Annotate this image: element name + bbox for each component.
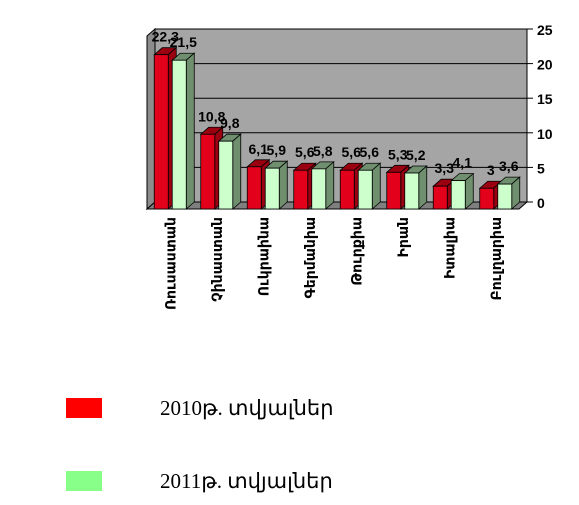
bar [404, 172, 420, 210]
bar-side [232, 133, 242, 210]
data-label: 21,5 [170, 34, 197, 50]
bar [432, 185, 448, 210]
data-label: 3,6 [499, 158, 519, 174]
bar [218, 140, 234, 210]
data-label: 5,6 [360, 144, 380, 160]
data-label: 3 [487, 162, 495, 178]
bar [293, 169, 309, 210]
y-tick-label: 20 [537, 57, 553, 73]
bar-side [418, 165, 428, 210]
legend-swatch-2011 [66, 471, 102, 491]
data-label: 5,3 [388, 146, 408, 162]
value-axis: 0 5 10 15 20 25 [526, 22, 553, 211]
bar [246, 166, 262, 210]
side-wall [146, 27, 156, 211]
legend-item-2011: 2011թ. տվյալներ [66, 469, 333, 493]
bar [264, 167, 280, 210]
category-labels: Ռուսաստան Չինաստան Ուկրաինա Գերմանիա Թուրքիա… [163, 217, 505, 310]
data-label: 5,6 [295, 144, 315, 160]
category-label: Իտալիա [442, 217, 458, 279]
data-label: 3,3 [435, 160, 455, 176]
legend-swatch-2010 [66, 398, 102, 418]
data-label: 5,8 [313, 143, 333, 159]
bar [311, 168, 327, 210]
data-label: 5,9 [267, 142, 287, 158]
data-label: 22,3 [152, 29, 179, 45]
data-label: 5,6 [342, 144, 362, 160]
chart-back-wall [145, 27, 529, 211]
y-tick-label: 10 [537, 126, 553, 142]
data-label: 4,1 [453, 155, 473, 171]
category-label: Ուկրաինա [256, 217, 272, 296]
legend-label-2011: 2011թ. տվյալներ [160, 468, 333, 493]
y-tick-label: 0 [537, 195, 545, 211]
bar-side [325, 160, 335, 210]
y-tick-label: 15 [537, 91, 553, 107]
legend-item-2010: 2010թ. տվյալներ [66, 396, 334, 420]
bar-side [371, 162, 381, 210]
category-label: Գերմանիա [303, 217, 319, 298]
data-labels: 22,321,510,89,86,15,9 5,65,8 5,65,6 5,35,23… [152, 29, 519, 179]
y-tick-label: 5 [537, 160, 545, 176]
category-label: Ռուսաստան [163, 217, 179, 310]
bar [497, 183, 513, 210]
category-label: Բուլղարիա [489, 217, 505, 301]
gridlines [155, 28, 527, 168]
y-tick-label: 25 [537, 22, 553, 38]
data-label: 9,8 [220, 115, 240, 131]
bar-side [185, 52, 195, 210]
category-label: Իրան [396, 217, 412, 257]
data-label: 10,8 [198, 108, 225, 124]
bar [386, 171, 402, 210]
category-label: Չինաստան [210, 217, 226, 302]
data-label: 5,2 [406, 147, 426, 163]
bar [357, 169, 373, 210]
legend-label-2010: 2010թ. տվյալներ [160, 395, 334, 420]
data-label: 6,1 [249, 141, 269, 157]
bar [479, 187, 495, 210]
bar-side [278, 160, 288, 210]
bar [171, 59, 187, 210]
bar [153, 54, 169, 210]
bar [339, 169, 355, 210]
category-label: Թուրքիա [349, 217, 365, 286]
bar [200, 133, 216, 210]
bar [450, 180, 466, 210]
bars [153, 46, 521, 210]
